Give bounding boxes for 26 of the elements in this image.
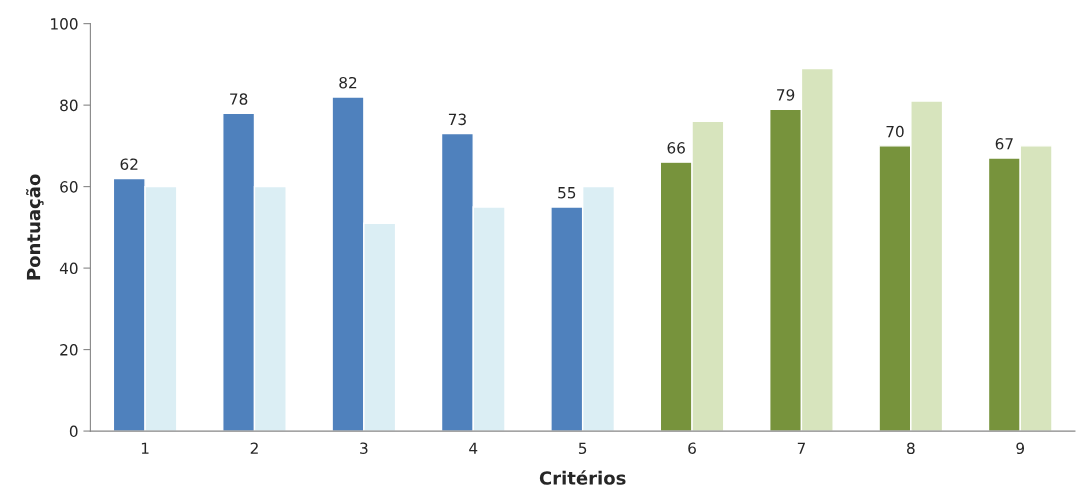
data-label: 78 — [230, 93, 248, 105]
data-label: 70 — [886, 125, 904, 138]
x-tick-label: 1 — [141, 442, 149, 454]
y-tick-label: 20 — [60, 344, 78, 356]
data-label: 73 — [448, 113, 466, 126]
x-tick-label: 9 — [1016, 442, 1025, 455]
data-label: 62 — [120, 158, 138, 170]
x-tick-label: 4 — [469, 442, 478, 454]
data-label: 79 — [777, 89, 795, 101]
y-tick-label: 80 — [60, 99, 78, 112]
x-tick-label: 5 — [578, 442, 587, 455]
data-label: 66 — [667, 142, 685, 154]
x-tick-label: 8 — [907, 442, 915, 455]
y-tick-label: 0 — [69, 425, 78, 438]
x-tick-label: 6 — [688, 442, 696, 455]
x-axis-title: Critérios — [539, 470, 626, 485]
data-label: 55 — [558, 187, 576, 199]
x-tick-label: 7 — [797, 442, 805, 454]
y-tick-label: 100 — [51, 18, 78, 30]
x-tick-label: 3 — [360, 442, 368, 455]
data-label: 67 — [995, 138, 1013, 150]
y-axis-title: Pontuação — [26, 174, 44, 280]
x-tick-label: 2 — [250, 442, 258, 454]
y-tick-label: 40 — [59, 262, 78, 275]
y-tick-label: 60 — [60, 181, 78, 193]
data-label: 82 — [339, 76, 357, 89]
